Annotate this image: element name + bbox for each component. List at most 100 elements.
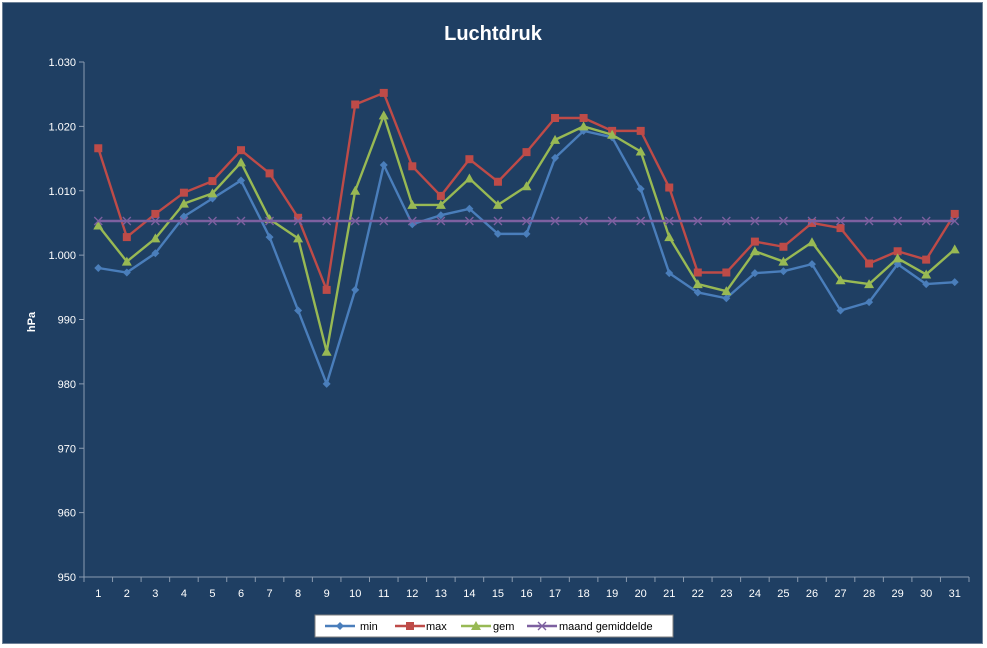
series-max — [94, 88, 959, 294]
data-point-min — [779, 267, 788, 276]
x-tick-label: 16 — [520, 588, 532, 600]
x-tick-label: 21 — [663, 588, 675, 600]
marker-stroke — [236, 216, 246, 226]
x-tick-label: 9 — [324, 588, 330, 600]
data-point-gem — [778, 256, 789, 266]
series-gem — [93, 110, 960, 356]
marker-stroke — [950, 216, 960, 226]
x-tick-label: 11 — [378, 588, 389, 600]
marker-stroke — [721, 216, 731, 226]
data-point-max — [151, 209, 160, 218]
marker-stroke — [350, 216, 360, 226]
marker-stroke — [122, 216, 132, 226]
data-point-max — [351, 100, 360, 109]
data-point-max — [551, 114, 560, 123]
x-tick-label: 31 — [949, 588, 961, 600]
data-point-maand-gemiddelde — [664, 216, 674, 226]
legend-item-max: max — [395, 621, 447, 633]
data-point-min — [237, 176, 246, 185]
data-point-gem — [521, 181, 532, 191]
legend-label: maand gemiddelde — [559, 621, 653, 633]
data-point-max — [665, 183, 674, 192]
x-tick-label: 30 — [920, 588, 932, 600]
x-tick-label: 10 — [349, 588, 361, 600]
data-point-min — [922, 280, 931, 289]
data-point-max — [779, 242, 788, 251]
data-point-min — [151, 249, 160, 258]
data-point-min — [122, 268, 131, 277]
marker-stroke — [179, 216, 189, 226]
data-point-max — [522, 148, 531, 157]
y-tick-label: 1.030 — [48, 57, 76, 69]
data-point-min — [493, 229, 502, 238]
data-point-maand-gemiddelde — [522, 216, 531, 226]
x-tick-label: 5 — [209, 588, 215, 600]
data-point-gem — [664, 232, 675, 242]
data-point-max — [465, 155, 474, 164]
data-point-gem — [749, 246, 760, 256]
data-point-min — [722, 294, 731, 303]
y-tick-label: 1.020 — [48, 121, 76, 133]
series-layer — [93, 88, 960, 388]
data-point-max — [379, 88, 388, 97]
marker-stroke — [750, 216, 760, 226]
x-tick-label: 3 — [152, 588, 158, 600]
data-point-maand-gemiddelde — [607, 216, 617, 226]
data-point-min — [351, 285, 360, 294]
data-point-gem — [350, 185, 361, 195]
x-tick-label: 24 — [749, 588, 761, 600]
data-point-min — [379, 161, 388, 169]
data-point-min — [94, 264, 103, 272]
x-tick-label: 14 — [463, 588, 475, 600]
data-point-maand-gemiddelde — [579, 216, 589, 226]
data-point-gem — [293, 233, 304, 243]
data-point-max — [294, 213, 303, 222]
data-point-max — [750, 237, 759, 246]
marker-stroke — [379, 216, 389, 226]
data-point-min — [950, 278, 959, 287]
data-point-maand-gemiddelde — [265, 216, 275, 226]
data-point-gem — [607, 129, 618, 139]
legend-swatch-marker — [537, 621, 547, 631]
series-min — [94, 126, 959, 388]
x-tick-label: 26 — [806, 588, 818, 600]
data-point-maand-gemiddelde — [350, 216, 360, 226]
data-point-max — [865, 259, 874, 268]
data-point-gem — [207, 188, 218, 198]
data-point-max — [237, 146, 246, 155]
marker-stroke — [778, 216, 788, 226]
data-point-max — [836, 224, 845, 233]
legend-swatch-marker — [406, 622, 414, 630]
legend-box — [314, 614, 674, 638]
y-tick-label: 1.010 — [48, 186, 76, 198]
data-point-min — [322, 379, 331, 388]
data-point-max — [493, 177, 502, 186]
data-point-maand-gemiddelde — [921, 216, 931, 226]
y-tick-label: 960 — [58, 508, 76, 520]
data-point-maand-gemiddelde — [179, 216, 189, 226]
data-point-gem — [321, 346, 332, 356]
legend: min max gem maand gemiddelde — [314, 614, 674, 638]
data-point-maand-gemiddelde — [93, 216, 103, 226]
data-point-maand-gemiddelde — [493, 216, 503, 226]
data-point-gem — [892, 253, 903, 263]
marker-stroke — [550, 216, 560, 226]
data-point-maand-gemiddelde — [436, 216, 446, 226]
legend-label: min — [360, 621, 378, 633]
marker-stroke — [893, 216, 903, 226]
data-point-min — [750, 269, 759, 278]
marker-stroke — [579, 216, 589, 226]
data-point-maand-gemiddelde — [750, 216, 760, 226]
data-point-min — [465, 204, 474, 213]
data-point-max — [94, 144, 103, 153]
data-point-gem — [921, 269, 932, 279]
data-point-max — [265, 169, 274, 178]
data-point-min — [265, 233, 274, 242]
marker-stroke — [537, 621, 547, 631]
marker-stroke — [407, 216, 417, 226]
data-point-min — [865, 298, 874, 307]
data-point-gem — [692, 279, 703, 289]
data-point-max — [922, 255, 931, 264]
marker-stroke — [693, 216, 703, 226]
